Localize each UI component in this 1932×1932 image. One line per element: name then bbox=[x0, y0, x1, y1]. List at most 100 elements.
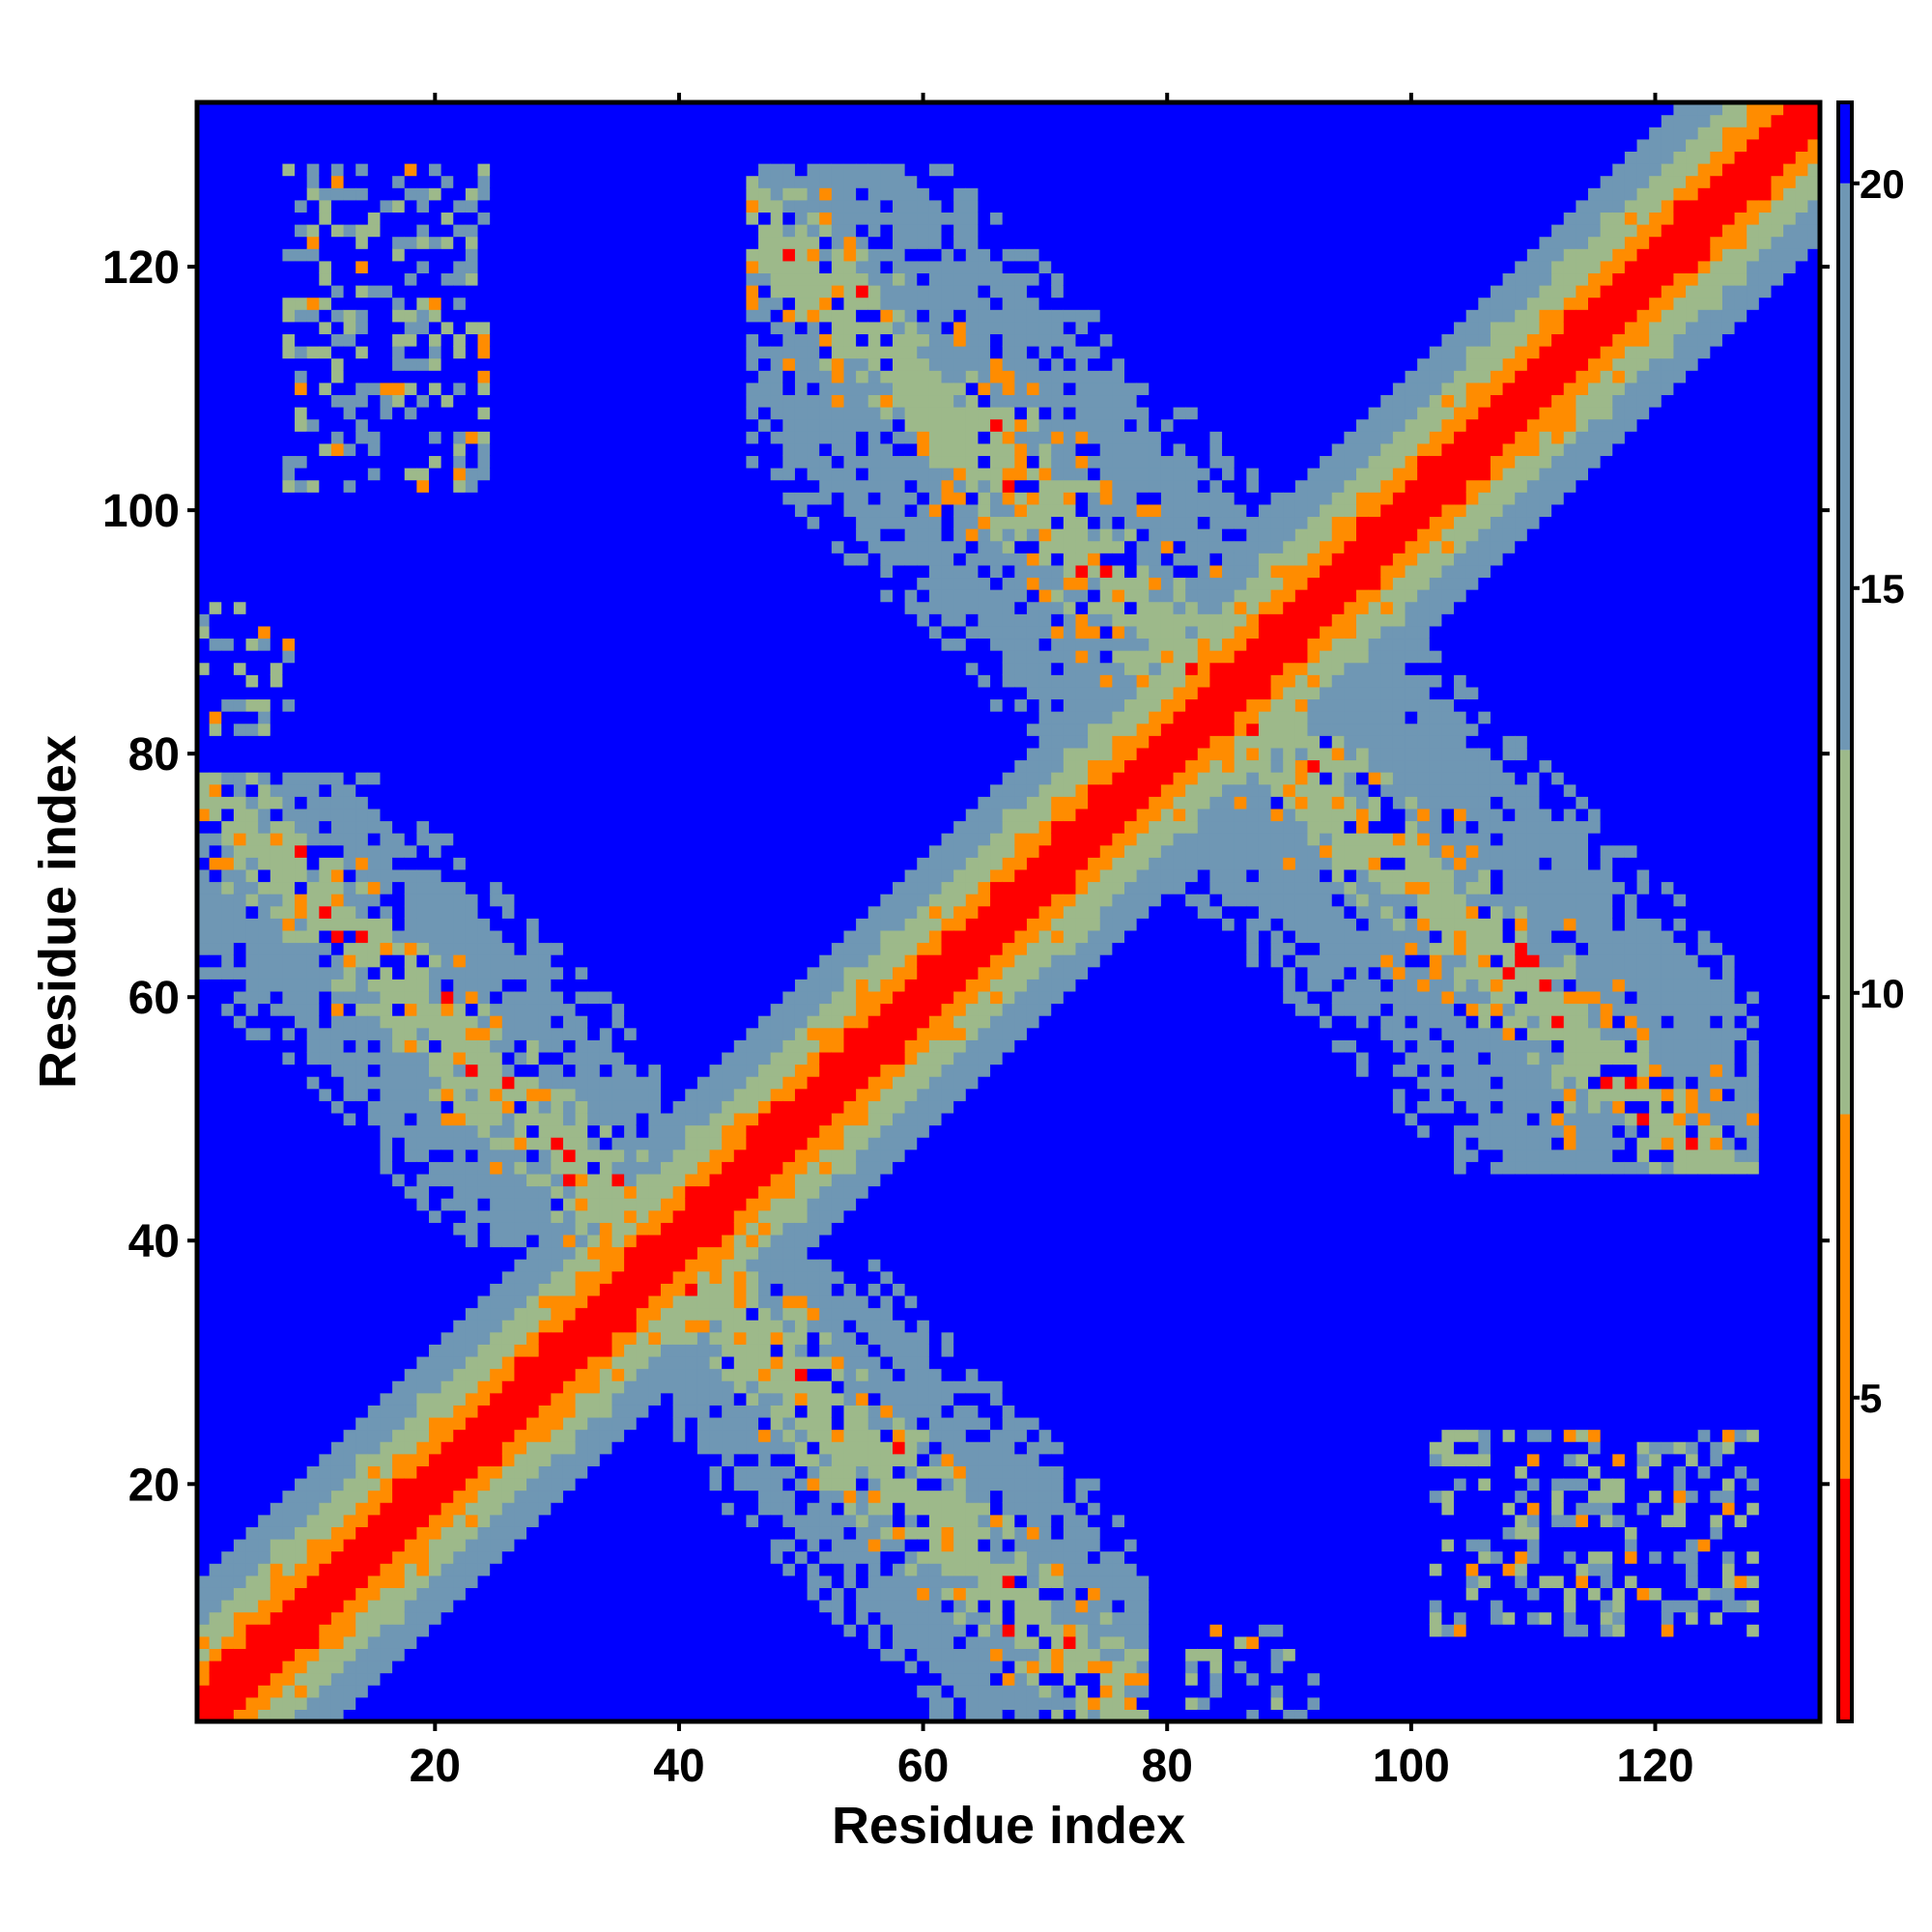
heatmap-cell bbox=[526, 1331, 540, 1345]
heatmap-cell bbox=[282, 1477, 296, 1492]
heatmap-cell bbox=[538, 163, 552, 177]
heatmap-cell bbox=[490, 333, 503, 347]
heatmap-cell bbox=[551, 540, 564, 554]
heatmap-cell bbox=[380, 1490, 393, 1503]
heatmap-cell bbox=[392, 966, 406, 980]
heatmap-cell bbox=[551, 820, 564, 834]
heatmap-cell bbox=[367, 431, 382, 444]
heatmap-cell bbox=[295, 1538, 308, 1552]
heatmap-cell bbox=[330, 1563, 345, 1577]
heatmap-cell bbox=[611, 613, 625, 627]
heatmap-cell bbox=[453, 418, 467, 432]
heatmap-cell bbox=[648, 1185, 662, 1199]
heatmap-cell bbox=[440, 1161, 454, 1175]
heatmap-cell bbox=[490, 248, 503, 262]
heatmap-cell bbox=[551, 868, 564, 883]
heatmap-cell bbox=[501, 1124, 516, 1138]
heatmap-cell bbox=[295, 248, 308, 262]
heatmap-cell bbox=[282, 1526, 296, 1540]
heatmap-cell bbox=[282, 297, 296, 310]
heatmap-cell bbox=[330, 1380, 345, 1394]
heatmap-cell bbox=[209, 1526, 222, 1540]
heatmap-cell bbox=[624, 333, 638, 347]
heatmap-cell bbox=[258, 1660, 271, 1674]
heatmap-cell bbox=[209, 1685, 222, 1698]
heatmap-cell bbox=[270, 479, 284, 493]
heatmap-cell bbox=[404, 711, 417, 724]
heatmap-cell bbox=[319, 540, 332, 554]
heatmap-cell bbox=[514, 1635, 527, 1649]
heatmap-cell bbox=[319, 407, 332, 420]
heatmap-cell bbox=[501, 418, 516, 432]
heatmap-cell bbox=[551, 297, 564, 310]
heatmap-cell bbox=[501, 1294, 516, 1309]
heatmap-cell bbox=[392, 1137, 406, 1151]
heatmap-cell bbox=[319, 1076, 332, 1090]
heatmap-cell bbox=[221, 1380, 235, 1394]
heatmap-cell bbox=[562, 844, 577, 858]
heatmap-cell bbox=[319, 1441, 332, 1455]
heatmap-cell bbox=[465, 1635, 479, 1649]
heatmap-cell bbox=[453, 783, 467, 797]
heatmap-cell bbox=[551, 516, 564, 529]
heatmap-cell bbox=[514, 553, 527, 566]
heatmap-cell bbox=[501, 759, 516, 773]
heatmap-cell bbox=[221, 711, 235, 724]
heatmap-cell bbox=[355, 321, 369, 335]
heatmap-cell bbox=[538, 881, 552, 895]
heatmap-cell bbox=[624, 1587, 638, 1601]
heatmap-cell bbox=[209, 1672, 222, 1686]
heatmap-cell bbox=[380, 674, 393, 688]
heatmap-cell bbox=[636, 370, 649, 384]
heatmap-cell bbox=[392, 1599, 406, 1613]
heatmap-cell bbox=[562, 857, 577, 870]
heatmap-cell bbox=[514, 1027, 527, 1040]
heatmap-cell bbox=[526, 638, 540, 651]
heatmap-cell bbox=[611, 431, 625, 444]
heatmap-cell bbox=[429, 1672, 442, 1686]
heatmap-cell bbox=[575, 151, 588, 164]
heatmap-cell bbox=[575, 638, 588, 651]
heatmap-cell bbox=[233, 1538, 247, 1552]
heatmap-cell bbox=[367, 1320, 382, 1333]
heatmap-cell bbox=[330, 844, 345, 858]
heatmap-cell bbox=[343, 370, 356, 384]
heatmap-cell bbox=[233, 808, 247, 822]
heatmap-cell bbox=[599, 1100, 613, 1114]
heatmap-cell bbox=[501, 127, 516, 140]
heatmap-cell bbox=[501, 1538, 516, 1552]
heatmap-cell bbox=[355, 1599, 369, 1613]
heatmap-cell bbox=[343, 1490, 356, 1503]
heatmap-cell bbox=[416, 1259, 430, 1272]
heatmap-cell bbox=[477, 1624, 491, 1637]
heatmap-cell bbox=[295, 820, 308, 834]
heatmap-cell bbox=[270, 868, 284, 883]
heatmap-cell bbox=[538, 1635, 552, 1649]
heatmap-cell bbox=[295, 1209, 308, 1223]
heatmap-cell bbox=[526, 248, 540, 262]
heatmap-cell bbox=[233, 1270, 247, 1284]
heatmap-cell bbox=[209, 1550, 222, 1564]
heatmap-cell bbox=[380, 1283, 393, 1296]
heatmap-cell bbox=[355, 1709, 369, 1722]
heatmap-cell bbox=[319, 1209, 332, 1223]
heatmap-cell bbox=[258, 248, 271, 262]
heatmap-cell bbox=[611, 1660, 625, 1674]
heatmap-cell bbox=[490, 442, 503, 457]
heatmap-cell bbox=[343, 212, 356, 225]
heatmap-cell bbox=[611, 1209, 625, 1223]
heatmap-cell bbox=[575, 1538, 588, 1552]
heatmap-cell bbox=[209, 1563, 222, 1577]
heatmap-cell bbox=[624, 418, 638, 432]
heatmap-cell bbox=[343, 1405, 356, 1418]
heatmap-cell bbox=[490, 1331, 503, 1345]
heatmap-cell bbox=[258, 407, 271, 420]
heatmap-cell bbox=[392, 1027, 406, 1040]
heatmap-cell bbox=[575, 1173, 588, 1187]
heatmap-cell bbox=[330, 1685, 345, 1698]
heatmap-cell bbox=[380, 601, 393, 614]
heatmap-cell bbox=[306, 674, 320, 688]
heatmap-cell bbox=[295, 1660, 308, 1674]
heatmap-cell bbox=[367, 881, 382, 895]
heatmap-cell bbox=[587, 1234, 601, 1248]
